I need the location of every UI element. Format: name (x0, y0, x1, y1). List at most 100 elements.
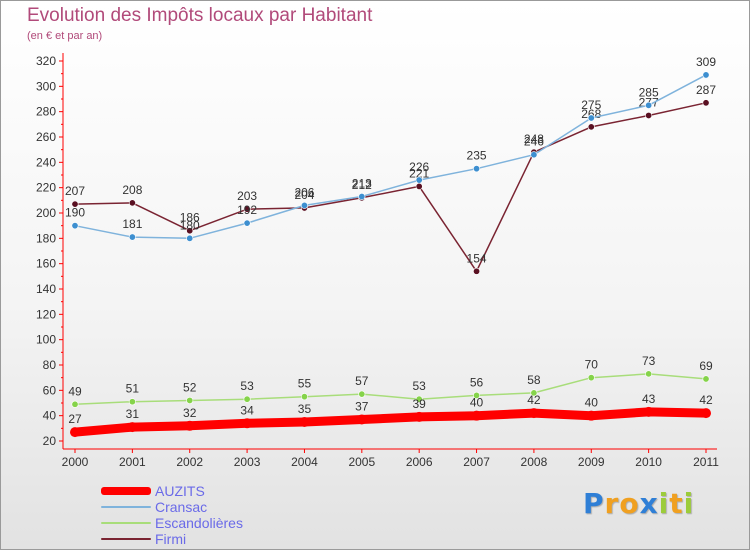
data-point-escandolieres (186, 396, 194, 404)
legend-item-cransac: Cransac (101, 499, 243, 515)
data-point-cransac (186, 234, 194, 242)
data-point-auzits (184, 420, 195, 431)
data-label-escandolieres: 53 (240, 379, 254, 393)
data-point-cransac (702, 71, 710, 79)
legend-item-escandolieres: Escandolières (101, 515, 243, 531)
x-tick-label: 2004 (291, 455, 318, 469)
data-label-auzits: 40 (585, 396, 599, 410)
x-tick-label: 2007 (463, 455, 490, 469)
data-point-escandolieres (300, 393, 308, 401)
data-label-auzits: 37 (355, 399, 369, 413)
data-point-escandolieres (473, 391, 481, 399)
data-label-cransac: 275 (581, 98, 601, 112)
chart-legend: AUZITS Cransac Escandolières Firmi (101, 483, 243, 547)
y-tick-label: 20 (43, 434, 57, 448)
data-label-cransac: 309 (696, 55, 716, 69)
data-point-cransac (473, 165, 481, 173)
data-point-escandolieres (702, 375, 710, 383)
data-point-auzits (586, 410, 597, 421)
y-tick-label: 260 (36, 130, 56, 144)
x-tick-label: 2010 (635, 455, 662, 469)
data-point-auzits (299, 417, 310, 427)
data-label-auzits: 31 (126, 407, 140, 421)
series-line-firmi (74, 102, 707, 273)
legend-label-firmi: Firmi (155, 531, 187, 547)
data-point-cransac (530, 151, 538, 159)
data-label-firmi: 154 (467, 251, 487, 265)
data-label-auzits: 27 (68, 412, 82, 426)
data-point-cransac (587, 114, 595, 122)
data-label-cransac: 235 (467, 149, 487, 163)
data-point-escandolieres (530, 389, 538, 397)
y-tick-label: 160 (36, 257, 56, 271)
data-label-escandolieres: 57 (355, 374, 369, 388)
data-point-auzits (414, 411, 425, 422)
x-tick-label: 2003 (234, 455, 261, 469)
data-label-cransac: 226 (409, 160, 429, 174)
data-label-firmi: 186 (180, 211, 200, 225)
data-point-firmi (243, 205, 251, 213)
data-label-escandolieres: 52 (183, 380, 197, 394)
data-label-escandolieres: 73 (642, 354, 656, 368)
data-label-cransac: 285 (639, 85, 659, 99)
data-label-cransac: 192 (237, 203, 257, 217)
data-label-auzits: 42 (527, 393, 541, 407)
logo-letter: r (604, 487, 620, 520)
data-point-cransac (300, 201, 308, 209)
data-label-escandolieres: 58 (527, 373, 541, 387)
y-tick-label: 140 (36, 282, 56, 296)
y-tick-label: 280 (36, 105, 56, 119)
data-point-escandolieres (645, 370, 653, 378)
series-line-auzits (70, 407, 711, 437)
data-label-auzits: 43 (642, 392, 656, 406)
data-point-auzits (643, 406, 654, 417)
y-tick-label: 300 (36, 79, 56, 93)
data-point-auzits (70, 427, 80, 438)
data-label-cransac: 181 (122, 217, 142, 231)
data-point-auzits (701, 408, 711, 419)
y-tick-label: 220 (36, 181, 56, 195)
data-label-cransac: 180 (180, 218, 200, 232)
legend-swatch-cransac (101, 506, 151, 508)
y-tick-label: 40 (43, 409, 57, 423)
data-label-cransac: 246 (524, 135, 544, 149)
data-label-firmi: 212 (352, 178, 372, 192)
data-point-auzits (242, 418, 253, 429)
data-point-escandolieres (358, 390, 366, 398)
data-label-firmi: 221 (409, 166, 429, 180)
data-point-firmi (587, 123, 595, 131)
data-point-firmi (645, 111, 653, 119)
y-tick-label: 200 (36, 206, 56, 220)
data-label-firmi: 248 (524, 132, 544, 146)
data-point-cransac (243, 219, 251, 227)
data-point-auzits (528, 408, 539, 419)
data-point-cransac (71, 222, 79, 230)
series-line-cransac (74, 74, 707, 240)
data-label-auzits: 35 (298, 402, 312, 416)
data-point-escandolieres (128, 398, 136, 406)
logo-letter: P (583, 487, 605, 520)
logo-letter: i (683, 487, 695, 520)
data-label-auzits: 32 (183, 406, 197, 420)
data-point-cransac (415, 176, 423, 184)
data-label-escandolieres: 55 (298, 377, 312, 391)
data-point-cransac (645, 101, 653, 109)
y-tick-label: 320 (36, 54, 56, 68)
x-tick-label: 2005 (348, 455, 375, 469)
data-label-auzits: 34 (240, 403, 254, 417)
chart-axes: 20 40 60 80 100 120 140 160 180 200 220 240 260 280 30… (36, 53, 719, 469)
proxiti-logo: Proxiti (583, 487, 694, 520)
logo-letter: x (639, 487, 659, 520)
data-point-escandolieres (243, 395, 251, 403)
data-label-cransac: 213 (352, 177, 372, 191)
legend-swatch-escandolieres (101, 522, 151, 524)
x-tick-label: 2001 (119, 455, 146, 469)
x-tick-label: 2008 (521, 455, 548, 469)
data-label-auzits: 40 (470, 396, 484, 410)
data-point-firmi (128, 199, 136, 207)
data-point-auzits (471, 410, 482, 421)
data-label-escandolieres: 49 (68, 384, 82, 398)
data-label-firmi: 204 (294, 188, 314, 202)
logo-letter: i (658, 487, 670, 520)
